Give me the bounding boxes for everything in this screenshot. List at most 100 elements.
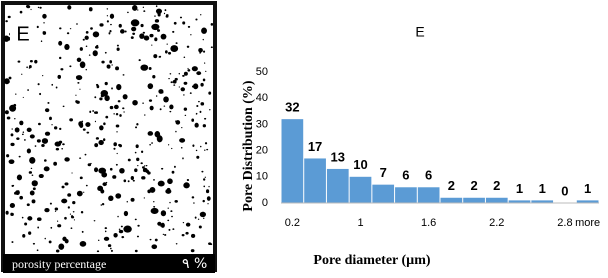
pore-dot: [97, 85, 100, 88]
pore-dot: [57, 224, 61, 227]
pore-dot: [132, 176, 133, 177]
pore-dot: [186, 223, 190, 227]
pore-dot: [7, 117, 11, 120]
pore-dot: [151, 44, 152, 45]
pore-dot: [147, 171, 150, 174]
pore-dot: [31, 168, 33, 169]
pore-dot: [83, 39, 85, 41]
pore-dot: [30, 60, 33, 62]
pore-dot: [20, 11, 23, 14]
pore-dot: [45, 132, 50, 136]
pore-dot: [203, 39, 204, 40]
pore-dot: [127, 201, 128, 203]
pore-dot: [208, 186, 209, 187]
pore-dot: [56, 250, 60, 253]
pore-dot: [125, 30, 127, 32]
pore-dot: [205, 142, 207, 144]
pore-dot: [109, 60, 112, 63]
pore-dot: [122, 107, 124, 109]
pore-dot: [92, 110, 94, 112]
pore-dot: [111, 250, 113, 252]
pore-dot: [163, 234, 164, 235]
pore-dot: [62, 186, 65, 189]
pore-dot: [203, 78, 206, 81]
pore-dot: [22, 134, 24, 135]
pore-dot: [141, 176, 145, 179]
pore-dot: [26, 5, 30, 8]
pore-dot: [199, 52, 201, 54]
pore-dot: [33, 243, 35, 245]
pore-dot: [69, 65, 71, 67]
pore-dot: [26, 66, 28, 68]
pore-dot: [135, 126, 137, 128]
pore-dot: [131, 19, 140, 26]
pore-dot: [183, 222, 184, 223]
pore-dot: [32, 180, 38, 186]
pore-dot: [76, 23, 78, 25]
pore-dot: [11, 241, 13, 243]
x-tick-label: 0.2: [285, 217, 300, 229]
pore-dot: [148, 83, 154, 89]
pore-dot: [135, 152, 137, 154]
pore-dot: [65, 239, 69, 243]
pore-dot: [118, 100, 121, 102]
pore-dot: [111, 64, 113, 65]
pore-dot: [80, 241, 87, 247]
pore-dot: [140, 64, 148, 70]
pore-dot: [157, 222, 161, 226]
pore-dot: [68, 206, 70, 208]
pore-dot: [104, 237, 109, 241]
pore-dot: [86, 69, 87, 71]
pore-dot: [94, 96, 96, 98]
pore-dot: [81, 211, 83, 213]
pore-dot: [94, 220, 96, 221]
value-label: 0: [561, 183, 568, 198]
pore-dot: [132, 5, 137, 11]
pore-dot: [172, 171, 175, 174]
pore-dot: [143, 10, 145, 12]
pore-dot: [99, 97, 102, 100]
pore-dot: [59, 141, 62, 144]
pore-dot: [116, 164, 118, 166]
pore-dot: [168, 207, 169, 208]
pore-dot: [42, 138, 48, 144]
pore-dot: [119, 24, 122, 28]
pore-dot: [151, 24, 159, 30]
pore-dot: [29, 171, 32, 174]
pore-dot: [165, 50, 168, 53]
pore-dot: [14, 118, 15, 119]
x-tick-label: more: [575, 217, 600, 229]
bar: [395, 187, 417, 203]
pore-dot: [153, 54, 157, 58]
value-label: 1: [516, 181, 523, 196]
pore-dot: [203, 218, 204, 219]
value-label: 7: [380, 165, 387, 180]
pore-dot: [85, 36, 89, 40]
pore-dot: [39, 174, 44, 178]
pore-dot: [4, 78, 10, 84]
pore-dot: [184, 72, 188, 76]
pore-dot: [128, 159, 131, 162]
pore-dot: [94, 32, 96, 34]
porosity-value: ٩ %: [182, 256, 207, 272]
pore-dot: [24, 222, 27, 225]
pore-dot: [151, 244, 157, 249]
pore-dot: [69, 118, 73, 121]
pore-dot: [73, 211, 75, 212]
pore-dot: [179, 86, 180, 87]
pore-dot: [49, 117, 52, 121]
pore-dot: [150, 187, 156, 193]
pore-dot: [102, 203, 104, 205]
pore-dot: [137, 236, 139, 238]
pore-dot: [166, 14, 169, 16]
pore-dot: [206, 189, 209, 193]
pore-dot: [61, 148, 63, 150]
pore-dot: [38, 123, 41, 126]
pore-dot: [185, 115, 187, 116]
pore-dot: [70, 214, 71, 215]
pore-dot: [77, 191, 83, 197]
pore-dot: [149, 34, 153, 37]
pore-dot: [82, 121, 84, 122]
pore-dot: [207, 196, 211, 201]
pore-dot: [195, 216, 197, 218]
